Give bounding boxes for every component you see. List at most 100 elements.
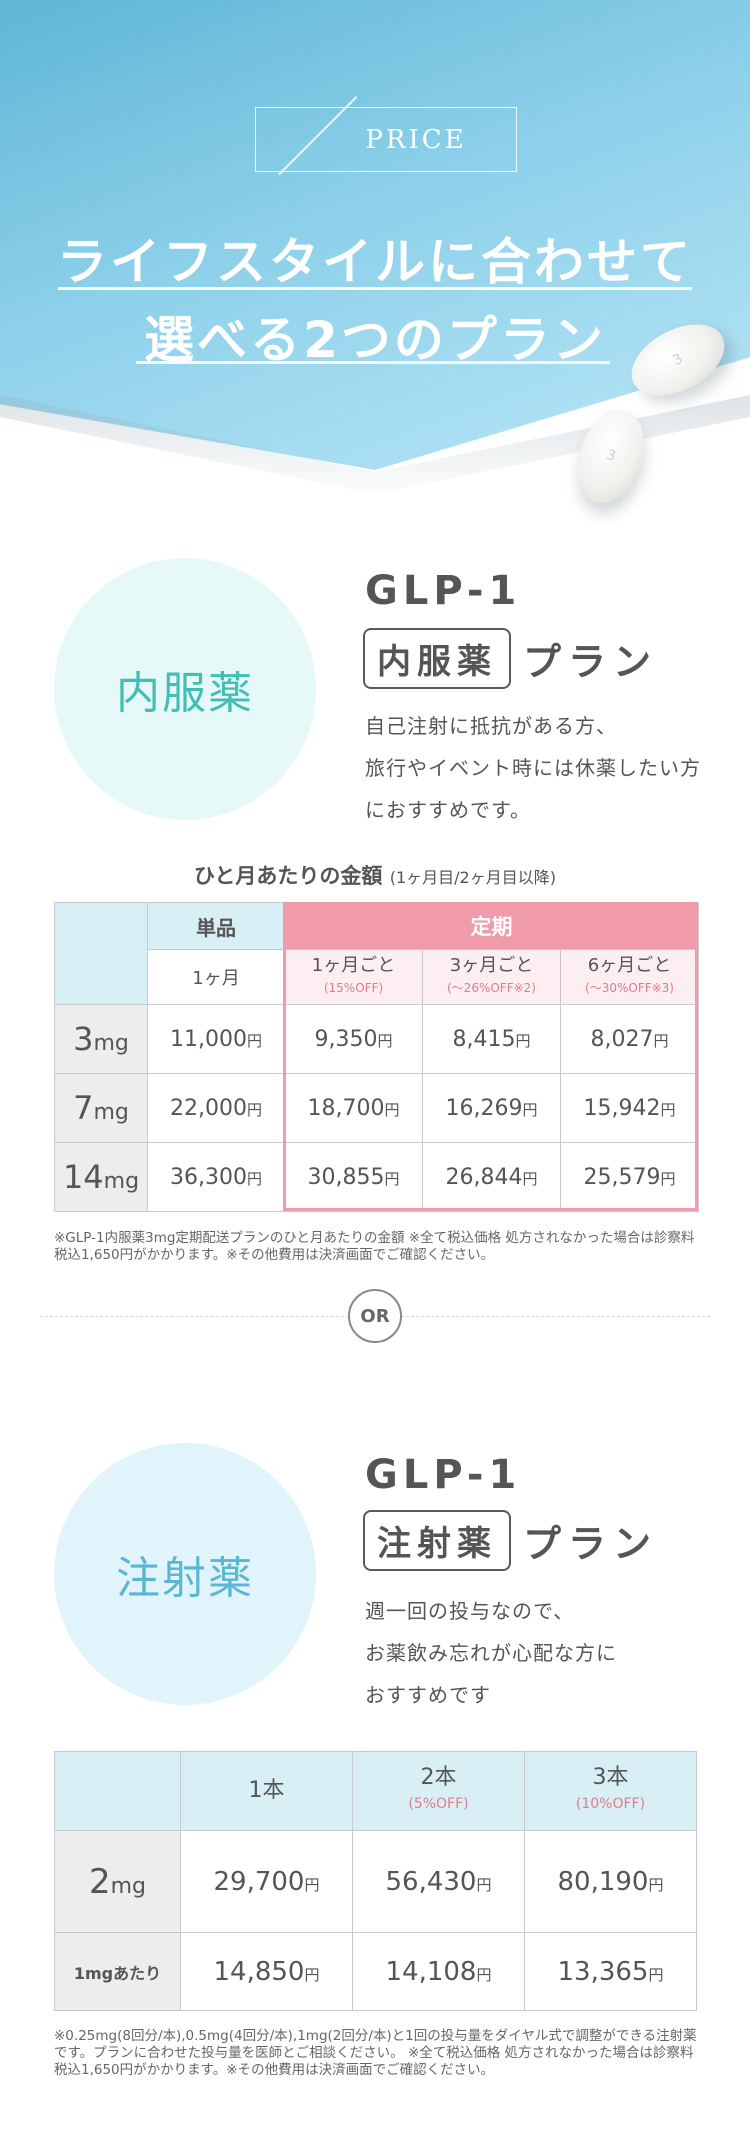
oral-plan-name-box: 内服薬 <box>363 628 511 689</box>
price-value: 11,000 <box>170 1026 247 1052</box>
price-cell: 29,700円 <box>180 1830 353 1933</box>
price-cell: 25,579円 <box>559 1142 700 1212</box>
yen-unit: 円 <box>384 1100 400 1119</box>
dose-unit: mg <box>93 1031 129 1056</box>
price-cell: 80,190円 <box>524 1830 697 1933</box>
oral-table-caption-small: (1ヶ月目/2ヶ月目以降) <box>389 868 556 887</box>
header-teiki: 定期 <box>283 902 700 950</box>
price-cell: 26,844円 <box>422 1142 561 1212</box>
header-teiki-col: 1ヶ月ごと (15%OFF) <box>284 949 423 1005</box>
injection-footnote: ※0.25mg(8回分/本),0.5mg(4回分/本),1mg(2回分/本)と1… <box>54 2028 697 2078</box>
qty-col-discount: (5%OFF) <box>408 1796 469 1812</box>
price-slash-decoration <box>278 96 358 176</box>
qty-col-label: 2本 <box>420 1765 457 1790</box>
dose-value: 2 <box>88 1861 111 1902</box>
hero-title-line2: 選べる2つのプラン <box>144 311 606 369</box>
or-divider: OR <box>348 1289 402 1343</box>
price-cell: 56,430円 <box>352 1830 525 1933</box>
oral-desc-line: 自己注射に抵抗がある方、 <box>365 714 617 738</box>
header-single-sub: 1ヶ月 <box>147 949 285 1005</box>
dose-label: 2mg <box>54 1830 181 1933</box>
price-value: 13,365 <box>557 1956 649 1987</box>
yen-unit: 円 <box>476 1965 492 1984</box>
dose-value: 7 <box>73 1089 94 1127</box>
price-value: 14,850 <box>213 1956 305 1987</box>
hero-background <box>0 0 750 470</box>
price-value: 30,855 <box>307 1164 385 1190</box>
price-value: 14,108 <box>385 1956 477 1987</box>
injection-plan-circle: 注射薬 <box>54 1443 316 1705</box>
table-row: 2mg 29,700円 56,430円 80,190円 <box>54 1830 697 1933</box>
yen-unit: 円 <box>377 1031 393 1050</box>
price-value: 15,942 <box>583 1095 661 1121</box>
dose-value: 3 <box>73 1020 94 1058</box>
price-cell: 15,942円 <box>559 1073 700 1143</box>
table-row: 1mgあたり 14,850円 14,108円 13,365円 <box>54 1932 697 2011</box>
price-value: 9,350 <box>314 1026 378 1052</box>
teiki-col-discount: (〜30%OFF※3) <box>585 981 674 995</box>
teiki-col-label: 6ヶ月ごと <box>587 955 672 976</box>
price-cell: 30,855円 <box>284 1142 423 1212</box>
yen-unit: 円 <box>304 1875 320 1894</box>
price-cell: 18,700円 <box>284 1073 423 1143</box>
header-teiki-col: 6ヶ月ごと (〜30%OFF※3) <box>559 949 700 1005</box>
yen-unit: 円 <box>304 1965 320 1984</box>
oral-footnote: ※GLP-1内服薬3mg定期配送プランのひと月あたりの金額 ※全て税込価格 処方… <box>54 1230 695 1263</box>
price-value: 26,844 <box>445 1164 523 1190</box>
yen-unit: 円 <box>648 1965 664 1984</box>
dose-label: 3mg <box>54 1004 148 1074</box>
qty-col-label: 1本 <box>248 1778 285 1803</box>
teiki-col-discount: (15%OFF) <box>323 981 384 995</box>
injection-plan-name-box: 注射薬 <box>363 1510 511 1571</box>
price-cell: 14,108円 <box>352 1932 525 2011</box>
price-value: 36,300 <box>170 1164 247 1190</box>
per-mg-label: 1mgあたり <box>54 1932 181 2011</box>
price-cell: 16,269円 <box>422 1073 561 1143</box>
dose-unit: mg <box>103 1169 140 1194</box>
hero-title-underline2 <box>136 361 610 364</box>
price-value: 25,579 <box>583 1164 661 1190</box>
yen-unit: 円 <box>648 1875 664 1894</box>
yen-unit: 円 <box>246 1031 262 1050</box>
header-qty-col: 2本 (5%OFF) <box>352 1751 525 1831</box>
qty-col-label: 3本 <box>592 1765 629 1790</box>
price-value: 8,415 <box>452 1026 516 1052</box>
hero-title-underline1 <box>58 287 692 290</box>
oral-glp-title: GLP-1 <box>365 568 522 614</box>
price-value: 56,430 <box>385 1866 477 1897</box>
header-teiki-col: 3ヶ月ごと (〜26%OFF※2) <box>422 949 561 1005</box>
yen-unit: 円 <box>246 1169 262 1188</box>
price-value: 18,700 <box>307 1095 385 1121</box>
price-cell: 8,027円 <box>559 1004 700 1074</box>
oral-circle-label: 内服薬 <box>116 668 254 719</box>
price-cell: 9,350円 <box>284 1004 423 1074</box>
price-cell: 22,000円 <box>147 1073 285 1143</box>
injection-desc-line: お薬飲み忘れが心配な方に <box>365 1641 617 1665</box>
injection-plan-suffix: プラン <box>523 1522 659 1566</box>
oral-desc-line: におすすめです。 <box>365 798 531 822</box>
hero-title-line1: ライフスタイルに合わせて <box>57 233 693 291</box>
oral-table-caption-main: ひと月あたりの金額 <box>194 864 383 888</box>
teiki-col-label: 1ヶ月ごと <box>311 955 396 976</box>
table-corner-cell <box>54 1751 181 1831</box>
injection-glp-title: GLP-1 <box>365 1452 522 1498</box>
dose-value: 14 <box>62 1158 104 1196</box>
price-cell: 8,415円 <box>422 1004 561 1074</box>
yen-unit: 円 <box>522 1169 538 1188</box>
injection-plan-name: 注射薬 プラン <box>363 1510 658 1571</box>
yen-unit: 円 <box>246 1100 262 1119</box>
injection-description: 週一回の投与なので、 お薬飲み忘れが心配な方に おすすめです <box>365 1590 617 1716</box>
dose-label: 14mg <box>54 1142 148 1212</box>
qty-col-discount: (10%OFF) <box>575 1796 646 1812</box>
price-cell: 14,850円 <box>180 1932 353 2011</box>
yen-unit: 円 <box>522 1100 538 1119</box>
price-cell: 13,365円 <box>524 1932 697 2011</box>
oral-plan-suffix: プラン <box>523 640 659 684</box>
yen-unit: 円 <box>660 1100 676 1119</box>
price-cell: 11,000円 <box>147 1004 285 1074</box>
price-cell: 36,300円 <box>147 1142 285 1212</box>
yen-unit: 円 <box>476 1875 492 1894</box>
table-row: 14mg 36,300円 30,855円 26,844円 25,579円 <box>54 1142 700 1212</box>
injection-price-table: 1本 2本 (5%OFF) 3本 (10%OFF) 2mg 29,700円 56,4… <box>54 1751 697 2011</box>
teiki-col-label: 3ヶ月ごと <box>449 955 534 976</box>
